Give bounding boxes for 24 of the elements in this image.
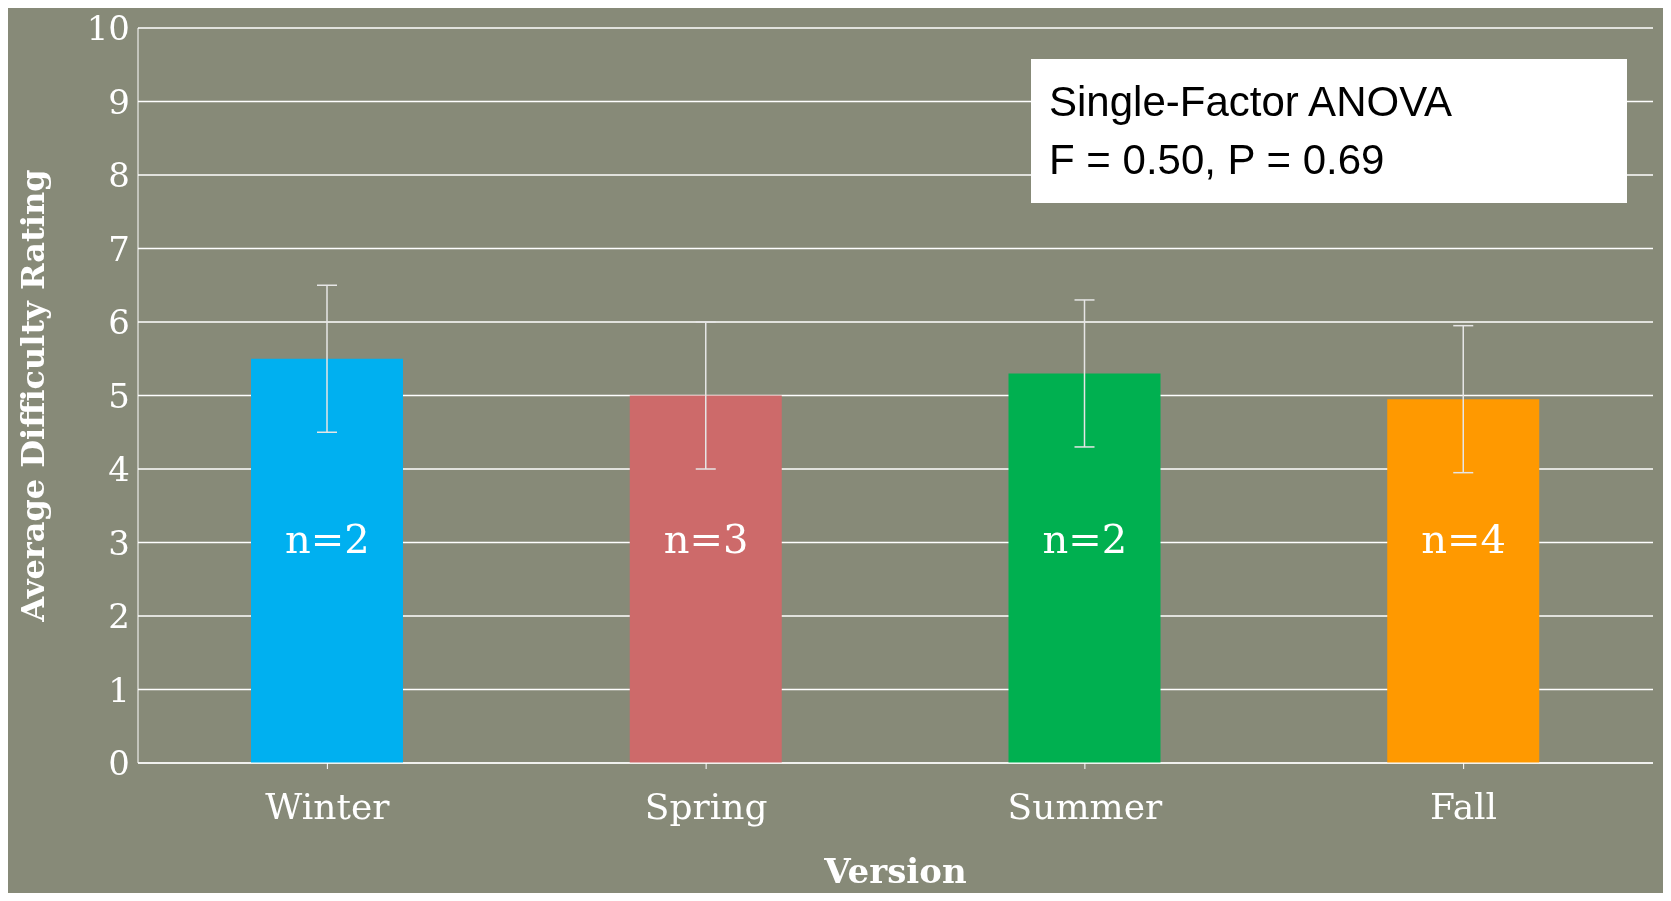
x-tick-label: Fall [1430,785,1498,827]
y-tick-label: 7 [108,228,130,269]
annotation: n=2 [285,515,370,562]
y-tick-label: 0 [108,743,130,784]
x-tick-label: Summer [1007,785,1163,827]
y-tick-label: 2 [108,596,130,637]
y-tick-label: 4 [108,449,130,490]
annotation: n=2 [1042,515,1128,562]
annotation: Single-Factor ANOVA [1049,77,1454,127]
y-tick-label: 8 [108,155,130,196]
annotation: F = 0.50, P = 0.69 [1049,135,1386,185]
annotation: n=4 [1421,515,1506,562]
y-tick-label: 9 [108,81,130,122]
y-tick-label: 3 [108,522,130,563]
y-axis-title: Average Difficulty Rating [14,169,53,623]
x-tick-label: Winter [265,785,391,827]
note-box: Single-Factor ANOVA F = 0.50, P = 0.69 [1031,59,1627,203]
x-tick-label: Spring [644,785,768,827]
y-tick-label: 5 [108,375,130,416]
y-tick-label: 10 [86,8,130,49]
annotation: n=3 [663,515,749,562]
x-axis-title: Version [823,851,967,891]
y-tick-label: 6 [108,302,130,343]
y-tick-label: 1 [108,669,130,710]
